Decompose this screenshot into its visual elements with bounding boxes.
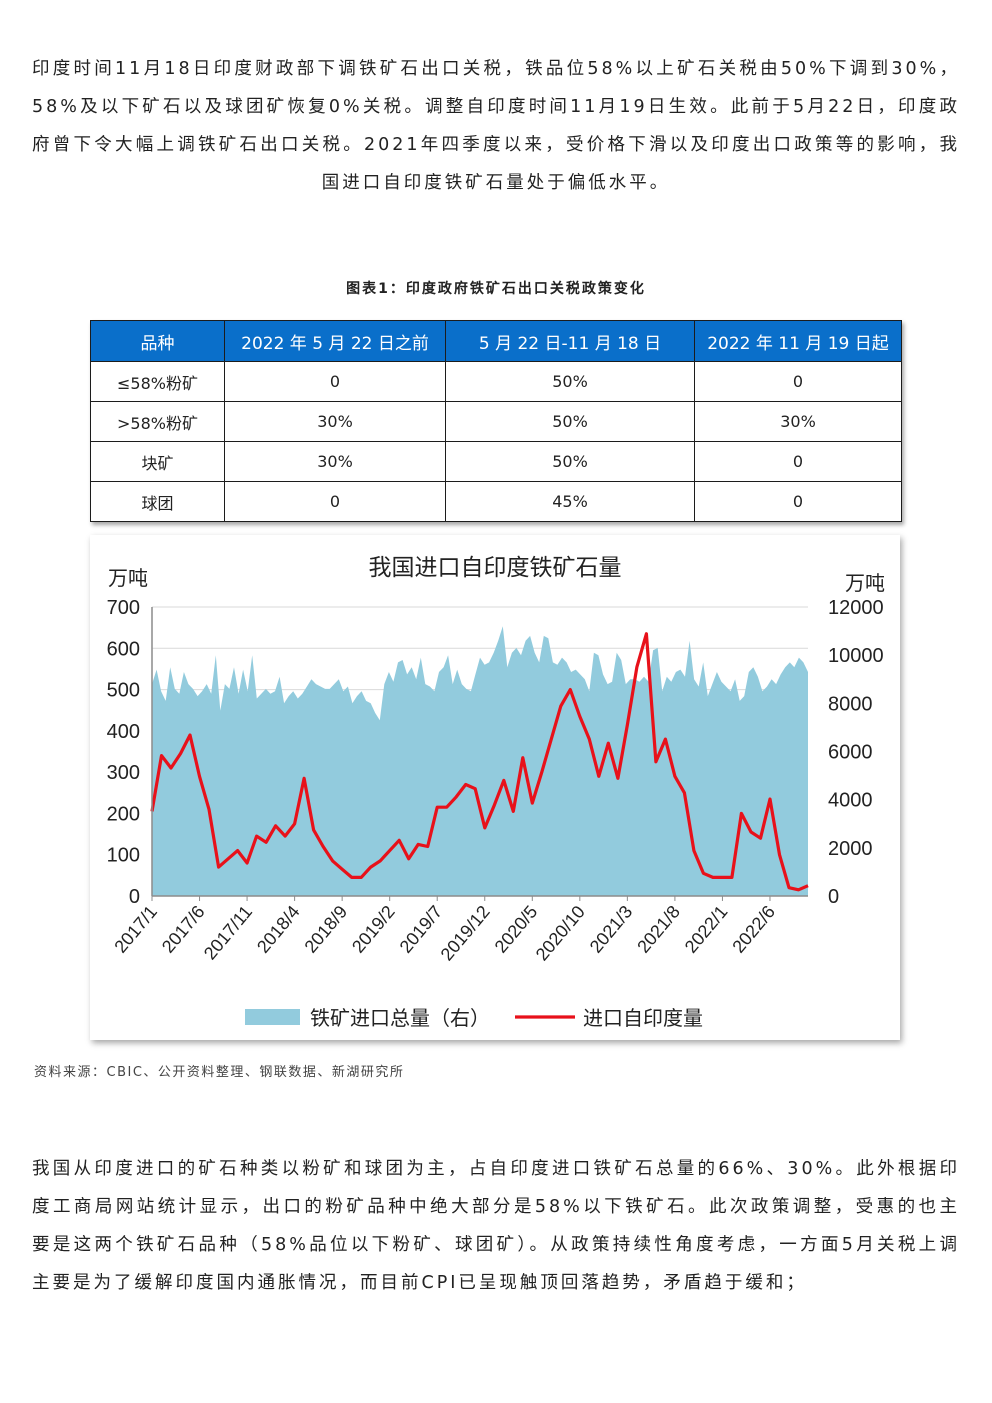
tariff-policy-table: 品种 2022 年 5 月 22 日之前 5 月 22 日-11 月 18 日 … bbox=[90, 320, 902, 522]
left-tick-label: 600 bbox=[107, 638, 140, 660]
header-before-may22: 2022 年 5 月 22 日之前 bbox=[224, 320, 446, 362]
chart-title: 我国进口自印度铁矿石量 bbox=[369, 554, 622, 580]
header-variety: 品种 bbox=[90, 320, 225, 362]
table-cell: 50% bbox=[445, 361, 695, 402]
left-tick-label: 500 bbox=[107, 680, 140, 702]
x-tick-label: 2022/6 bbox=[728, 902, 779, 957]
source-note: 资料来源：CBIC、公开资料整理、钢联数据、新湖研究所 bbox=[34, 1065, 405, 1080]
x-tick-label: 2018/4 bbox=[253, 902, 304, 957]
table-row: 球团 0 45% 0 bbox=[90, 481, 902, 522]
left-tick-label: 100 bbox=[107, 845, 140, 867]
left-axis-unit: 万吨 bbox=[108, 567, 148, 590]
left-tick-label: 700 bbox=[107, 597, 140, 619]
x-tick-label: 2018/9 bbox=[300, 902, 351, 957]
table-cell: 50% bbox=[445, 441, 695, 482]
left-tick-label: 300 bbox=[107, 762, 140, 784]
x-tick-label: 2017/11 bbox=[200, 902, 256, 964]
x-tick-label: 2021/8 bbox=[633, 902, 684, 957]
legend-label-area: 铁矿进口总量（右） bbox=[310, 1007, 490, 1030]
table-cell: >58%粉矿 bbox=[90, 401, 225, 442]
x-tick-label: 2019/12 bbox=[437, 902, 494, 965]
table-cell: 50% bbox=[445, 401, 695, 442]
right-tick-label: 6000 bbox=[828, 742, 873, 764]
x-tick-label: 2022/1 bbox=[681, 902, 732, 957]
analysis-paragraph: 我国从印度进口的矿石种类以粉矿和球团为主，占自印度进口铁矿石总量的66%、30%… bbox=[32, 1159, 960, 1293]
chart-canvas: 0 100 200 300 400 500 600 700 0 2000 4000 6000 8000 1… bbox=[107, 554, 885, 1030]
legend-label-line: 进口自印度量 bbox=[583, 1007, 703, 1030]
left-tick-label: 200 bbox=[107, 803, 140, 825]
table-cell: 0 bbox=[224, 361, 446, 402]
table-cell: 45% bbox=[445, 481, 695, 522]
table-cell: 0 bbox=[694, 361, 902, 402]
right-tick-label: 0 bbox=[828, 886, 839, 908]
table-caption: 图表1：印度政府铁矿石出口关税政策变化 bbox=[346, 281, 646, 297]
header-may22-nov18: 5 月 22 日-11 月 18 日 bbox=[445, 320, 695, 362]
table-row: 块矿 30% 50% 0 bbox=[90, 441, 902, 482]
header-from-nov19: 2022 年 11 月 19 日起 bbox=[694, 320, 902, 362]
right-tick-label: 12000 bbox=[828, 597, 884, 619]
series-area-total-imports bbox=[152, 626, 808, 896]
right-tick-label: 8000 bbox=[828, 693, 873, 715]
table-cell: 0 bbox=[694, 441, 902, 482]
right-axis-unit: 万吨 bbox=[845, 572, 885, 595]
iron-ore-import-chart: 0 100 200 300 400 500 600 700 0 2000 4000 6000 8000 1… bbox=[90, 535, 900, 1040]
legend-swatch-area bbox=[245, 1009, 300, 1025]
series-line-india-imports bbox=[150, 632, 809, 892]
table-cell: 球团 bbox=[90, 481, 225, 522]
table-cell: 30% bbox=[224, 401, 446, 442]
right-tick-label: 4000 bbox=[828, 790, 873, 812]
intro-paragraph: 印度时间11月18日印度财政部下调铁矿石出口关税，铁品位58%以上矿石关税由50… bbox=[32, 59, 960, 193]
x-tick-label: 2017/1 bbox=[110, 902, 161, 957]
table-cell: 30% bbox=[224, 441, 446, 482]
table-cell: ≤58%粉矿 bbox=[90, 361, 225, 402]
left-tick-label: 400 bbox=[107, 721, 140, 743]
table-cell: 0 bbox=[694, 481, 902, 522]
x-tick-label: 2021/3 bbox=[586, 902, 637, 957]
x-tick-label: 2020/10 bbox=[532, 902, 589, 965]
left-tick-label: 0 bbox=[129, 886, 140, 908]
table-cell: 块矿 bbox=[90, 441, 225, 482]
table-row: ≤58%粉矿 0 50% 0 bbox=[90, 361, 902, 402]
table-header-row: 品种 2022 年 5 月 22 日之前 5 月 22 日-11 月 18 日 … bbox=[90, 320, 902, 362]
table-row: >58%粉矿 30% 50% 30% bbox=[90, 401, 902, 442]
x-tick-label: 2019/2 bbox=[348, 902, 399, 957]
table-cell: 0 bbox=[224, 481, 446, 522]
table-cell: 30% bbox=[694, 401, 902, 442]
right-tick-label: 10000 bbox=[828, 645, 884, 667]
right-tick-label: 2000 bbox=[828, 838, 873, 860]
